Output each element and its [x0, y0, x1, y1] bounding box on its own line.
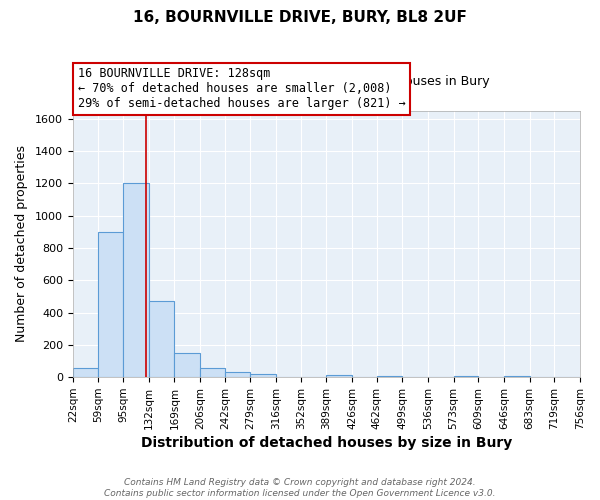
Text: 16 BOURNVILLE DRIVE: 128sqm
← 70% of detached houses are smaller (2,008)
29% of : 16 BOURNVILLE DRIVE: 128sqm ← 70% of det… [78, 68, 406, 110]
Bar [200, 368, 225, 377]
Bar [175, 353, 200, 377]
Bar [123, 183, 149, 377]
Bar [98, 232, 123, 377]
Bar [250, 374, 276, 377]
Bar [504, 376, 530, 377]
Bar [377, 376, 403, 377]
X-axis label: Distribution of detached houses by size in Bury: Distribution of detached houses by size … [141, 436, 512, 450]
Bar [73, 368, 98, 377]
Bar [225, 372, 250, 377]
Text: 16, BOURNVILLE DRIVE, BURY, BL8 2UF: 16, BOURNVILLE DRIVE, BURY, BL8 2UF [133, 10, 467, 25]
Bar [326, 375, 352, 377]
Text: Contains HM Land Registry data © Crown copyright and database right 2024.
Contai: Contains HM Land Registry data © Crown c… [104, 478, 496, 498]
Y-axis label: Number of detached properties: Number of detached properties [15, 146, 28, 342]
Bar [454, 376, 478, 377]
Bar [149, 301, 175, 377]
Title: Size of property relative to detached houses in Bury: Size of property relative to detached ho… [163, 76, 490, 88]
